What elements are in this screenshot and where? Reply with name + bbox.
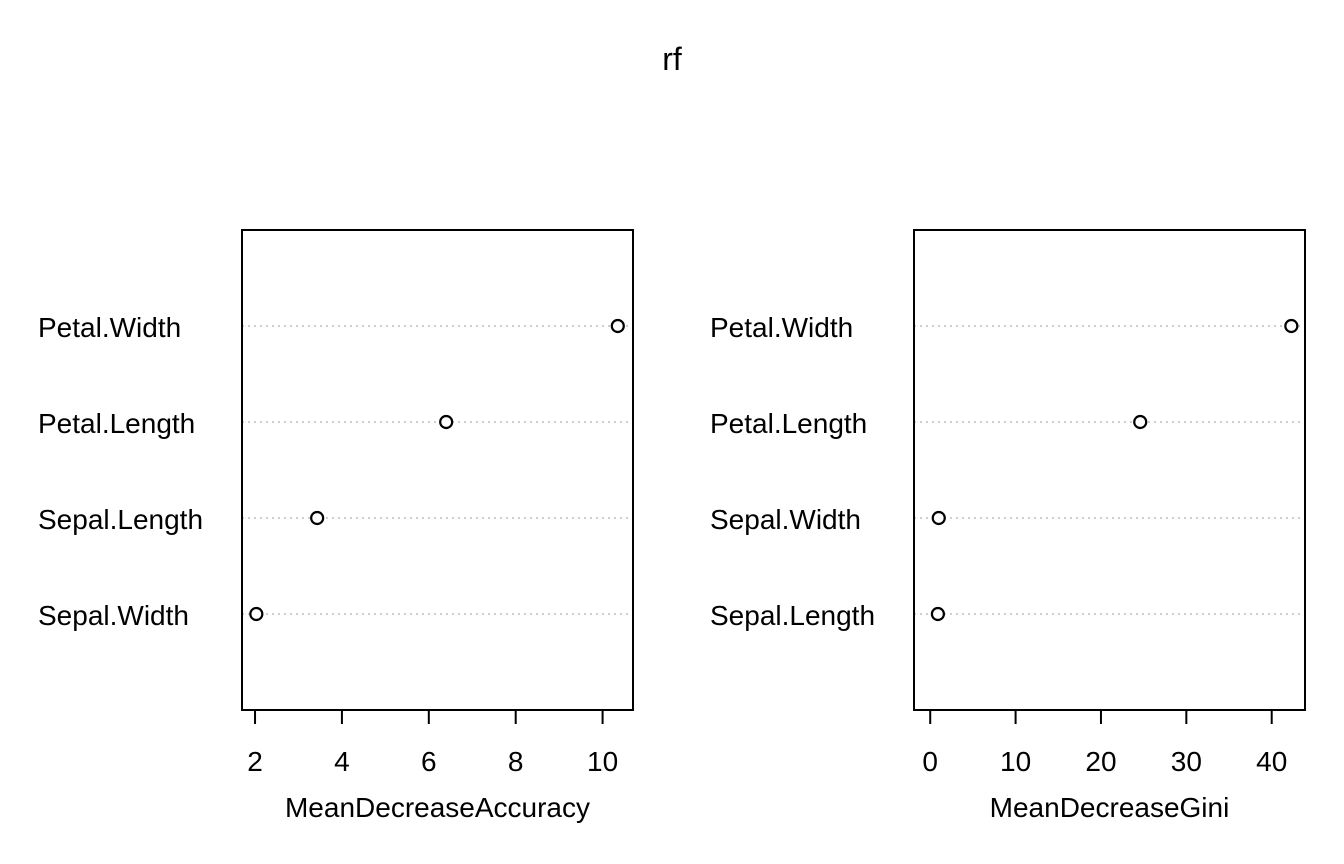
x-tick-label: 10 (1000, 746, 1031, 777)
category-label: Sepal.Length (710, 600, 875, 631)
x-tick-label: 4 (334, 746, 350, 777)
category-label: Petal.Width (38, 312, 181, 343)
data-point (610, 318, 625, 334)
plot-frame (241, 229, 634, 711)
category-label: Petal.Length (38, 408, 195, 439)
plot-frame (913, 229, 1306, 711)
x-tick-label: 6 (421, 746, 437, 777)
chart-title: rf (662, 41, 682, 77)
category-label: Petal.Width (710, 312, 853, 343)
x-axis-label: MeanDecreaseAccuracy (285, 792, 590, 823)
x-tick-label: 10 (587, 746, 618, 777)
category-label: Sepal.Length (38, 504, 203, 535)
data-point (310, 510, 325, 526)
x-axis-label: MeanDecreaseGini (990, 792, 1230, 823)
data-point (1284, 318, 1299, 334)
category-label: Petal.Length (710, 408, 867, 439)
x-tick-label: 8 (508, 746, 524, 777)
x-tick-label: 0 (922, 746, 938, 777)
data-point (930, 606, 946, 622)
category-label: Sepal.Width (710, 504, 861, 535)
x-tick-label: 40 (1256, 746, 1287, 777)
x-tick-label: 30 (1171, 746, 1202, 777)
data-point (1133, 414, 1148, 430)
data-point (931, 510, 946, 526)
panel-mean-decrease-accuracy: Petal.Width Petal.Length Sepal.Length Sepal… (38, 229, 634, 823)
data-point (249, 606, 264, 622)
data-point (439, 414, 454, 430)
x-tick-label: 2 (247, 746, 263, 777)
panel-mean-decrease-gini: Petal.Width Petal.Length Sepal.Width Sepal.… (710, 229, 1306, 823)
x-tick-label: 20 (1085, 746, 1116, 777)
category-label: Sepal.Width (38, 600, 189, 631)
